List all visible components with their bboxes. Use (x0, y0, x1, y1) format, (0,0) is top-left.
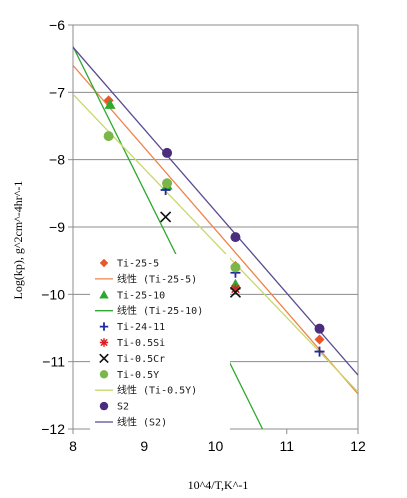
x-axis-label: 10^4/T,K^-1 (188, 478, 249, 492)
legend-symbol-2 (99, 290, 109, 299)
trendlines (73, 46, 358, 429)
legend-label-0: Ti-25-5 (117, 259, 159, 270)
legend-marker-9 (99, 401, 109, 411)
legend-symbol-5 (99, 338, 109, 347)
legend-label-3: 线性 (Ti-25-10) (117, 304, 203, 317)
legend-symbol-7 (99, 370, 109, 379)
data-point-9 (162, 147, 173, 158)
legend-label-7: Ti-0.5Y (117, 370, 159, 381)
data-point-6 (229, 286, 242, 298)
trendline-10 (73, 46, 358, 376)
y-tick-label: −12 (41, 421, 65, 437)
y-tick-label: −7 (49, 84, 65, 100)
y-tick-label: −10 (41, 286, 65, 302)
data-point-7 (162, 178, 173, 189)
trendline-1 (73, 64, 358, 395)
y-tick-label: −9 (49, 219, 65, 235)
y-axis-label: Log(kp), g^2cm^-4hr^-1 (11, 181, 25, 300)
data-point-5 (230, 283, 241, 294)
legend-label-5: Ti-0.5Si (117, 338, 165, 349)
legend-symbol-9 (99, 401, 109, 411)
legend-label-8: 线性 (Ti-0.5Y) (117, 384, 197, 397)
legend-label-2: Ti-25-10 (117, 290, 165, 301)
y-tick-label: −6 (49, 17, 65, 33)
y-tick-label: −8 (49, 152, 65, 168)
x-tick-label: 10 (208, 438, 224, 454)
x-tick-label: 12 (350, 438, 366, 454)
legend-symbol-6 (99, 353, 109, 364)
x-tick-label: 8 (69, 438, 77, 454)
legend-box (90, 254, 230, 435)
x-tick-label: 9 (140, 438, 148, 454)
legend-label-6: Ti-0.5Cr (117, 354, 165, 365)
legend-label-10: 线性 (S2) (117, 416, 167, 429)
data-point-4 (314, 346, 325, 357)
legend-label-4: Ti-24-11 (117, 322, 165, 333)
y-tick-label: −11 (42, 354, 65, 370)
legend-marker-0 (99, 258, 109, 268)
markers (103, 95, 325, 357)
legend-symbol-0 (99, 258, 109, 268)
data-point-7 (230, 262, 241, 273)
data-point-9 (230, 232, 241, 243)
legend-label-9: S2 (117, 402, 129, 413)
legend-marker-7 (99, 370, 109, 379)
trendline-3 (73, 46, 264, 429)
data-point-6 (160, 211, 172, 223)
data-point-0 (314, 334, 325, 345)
legend-label-1: 线性 (Ti-25-5) (117, 272, 197, 285)
legend-marker-6 (99, 353, 109, 364)
data-point-7 (103, 131, 114, 142)
legend-marker-2 (99, 290, 109, 299)
x-tick-label: 11 (279, 438, 294, 454)
data-point-2 (104, 98, 116, 109)
data-point-9 (314, 323, 325, 334)
legend: Ti-25-5 线性 (Ti-25-5) Ti-25-10 线性 (Ti-25-10)… (90, 254, 230, 435)
legend-marker-4 (99, 322, 109, 331)
legend-symbol-4 (99, 322, 109, 331)
axes: −6 −7 −8 −9 −10 −11 −128 9 10 11 12 (41, 17, 366, 454)
trendline-8 (73, 93, 358, 393)
legend-marker-5 (99, 338, 109, 347)
